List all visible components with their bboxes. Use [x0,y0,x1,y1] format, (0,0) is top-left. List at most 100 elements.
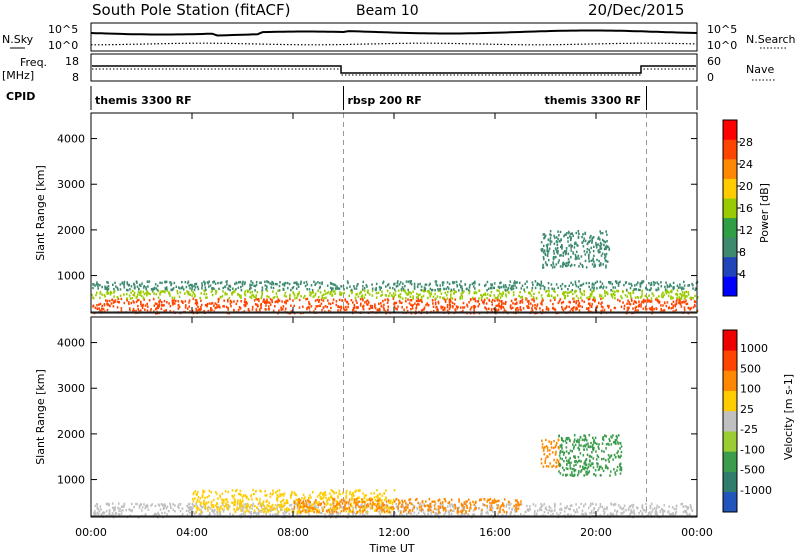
range-cell [189,508,192,511]
range-cell [580,460,582,463]
range-cell [531,310,534,313]
range-cell [541,297,544,300]
range-cell [571,232,573,235]
range-cell [641,300,643,304]
range-cell [562,309,565,312]
range-cell [169,281,172,284]
range-cell [353,303,356,307]
range-cell [592,441,595,444]
range-cell [281,499,284,502]
range-cell [458,500,460,503]
range-cell [114,281,116,284]
range-cell [216,512,219,515]
range-cell [492,506,494,510]
range-cell [418,506,421,509]
range-cell [660,281,662,284]
range-cell [171,296,174,300]
range-cell [343,291,345,295]
range-cell [434,292,436,296]
nave-label: Nave [746,63,774,76]
range-cell [201,284,203,287]
range-cell [429,282,431,285]
range-cell [151,503,153,506]
range-cell [375,505,378,508]
range-cell [417,501,419,505]
range-cell [278,289,281,292]
range-cell [482,301,484,304]
range-cell [502,508,504,512]
range-cell [568,300,570,304]
range-cell [141,306,144,310]
range-cell [176,292,179,295]
range-cell [611,282,614,286]
range-cell [238,281,240,284]
range-cell [268,501,270,504]
range-cell [547,287,550,290]
range-cell [336,502,339,505]
range-cell [551,266,554,269]
range-cell [354,296,357,299]
range-cell [348,498,351,501]
range-cell [451,305,454,308]
range-cell [413,505,416,508]
range-cell [308,496,310,500]
range-cell [250,280,252,283]
range-cell [495,500,498,503]
range-cell [392,295,394,298]
range-cell [299,502,301,505]
range-cell [202,502,205,505]
range-cell [203,280,205,283]
range-cell [423,504,426,508]
range-cell [319,281,321,285]
nave-tick-low: 0 [707,71,714,84]
range-cell [454,503,456,507]
range-cell [377,502,380,505]
range-cell [295,493,298,497]
range-cell [687,284,689,287]
range-cell [562,300,565,304]
range-cell [497,512,499,516]
range-cell [620,469,623,472]
range-cell [498,305,501,308]
range-cell [667,290,669,294]
range-cell [250,286,252,290]
range-cell [163,506,165,509]
range-cell [615,513,618,517]
range-cell [263,505,266,508]
range-cell [184,292,186,295]
range-cell [492,510,494,513]
range-cell [366,503,369,506]
range-cell [208,285,210,288]
range-cell [227,505,229,508]
range-cell [97,508,100,511]
range-cell [371,498,373,501]
range-cell [395,498,397,501]
range-cell [405,512,408,516]
range-cell [406,309,409,313]
range-cell [690,306,692,310]
range-cell [619,447,621,450]
range-cell [275,292,278,295]
range-cell [365,511,367,514]
range-cell [335,508,337,512]
range-cell [602,287,604,290]
range-cell [619,472,622,475]
range-cell [568,284,571,287]
range-cell [500,307,502,310]
range-cell [463,506,465,509]
range-cell [393,489,396,492]
range-cell [505,301,507,304]
range-cell [315,507,318,511]
range-cell [172,508,175,511]
range-cell [137,290,140,294]
xlabel: Time UT [368,542,414,554]
range-cell [601,252,604,255]
range-cell [272,286,275,290]
range-cell [369,502,371,505]
range-cell [647,513,650,516]
range-cell [216,508,219,511]
colorbar-frame [722,329,738,513]
range-cell [284,511,286,515]
range-cell [576,440,578,443]
range-cell [381,504,384,507]
